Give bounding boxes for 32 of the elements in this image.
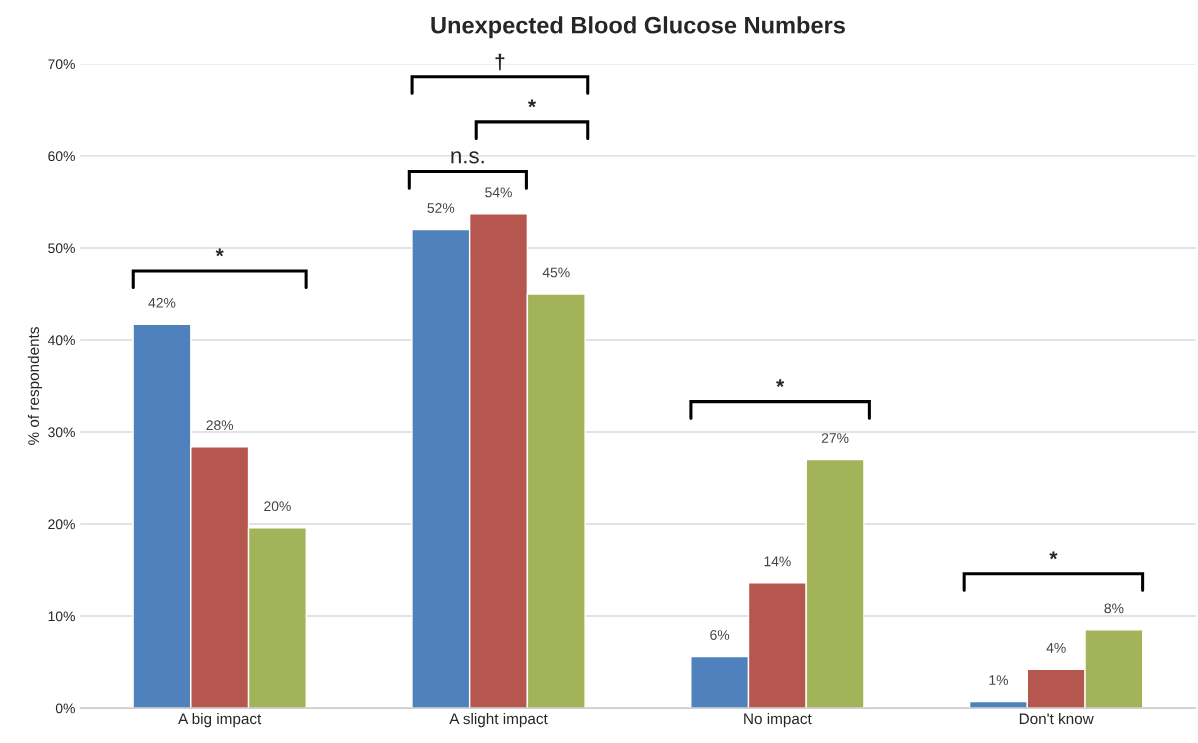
data-label: 42% <box>148 297 176 308</box>
annotation: * <box>527 99 537 108</box>
data-label: 14% <box>764 556 791 567</box>
annotation: * <box>215 248 224 257</box>
data-label: 54% <box>485 187 512 198</box>
data-label: 20% <box>264 501 291 512</box>
chart-title: Unexpected Blood Glucose Numbers <box>431 16 845 39</box>
data-label: 8% <box>1104 603 1124 614</box>
y-tick-label: 20% <box>48 519 75 530</box>
x-tick-label: A slight impact <box>449 712 548 728</box>
y-axis-title: % of respondents <box>27 327 43 445</box>
data-label: 4% <box>1046 643 1066 653</box>
y-tick-label: 10% <box>48 611 75 622</box>
annotation: n.s. <box>451 151 484 164</box>
annotation: † <box>495 53 505 71</box>
data-label: 28% <box>206 420 234 431</box>
y-tick-label: 0% <box>55 703 75 714</box>
data-label: 52% <box>427 203 455 213</box>
y-tick-label: 60% <box>48 151 75 162</box>
y-tick-label: 40% <box>47 335 75 346</box>
y-tick-label: 70% <box>48 59 75 70</box>
x-tick-label: Don't know <box>1019 712 1094 725</box>
annotation: * <box>776 379 785 388</box>
data-label: 45% <box>542 267 570 278</box>
annotation: * <box>1049 551 1058 560</box>
data-label: 27% <box>821 433 849 443</box>
y-tick-label: 50% <box>48 243 75 254</box>
y-tick-label: 30% <box>48 427 75 438</box>
x-tick-label: A big impact <box>178 712 262 728</box>
x-tick-label: No impact <box>744 712 812 728</box>
data-label: 1% <box>989 675 1009 685</box>
data-label: 6% <box>710 630 730 640</box>
